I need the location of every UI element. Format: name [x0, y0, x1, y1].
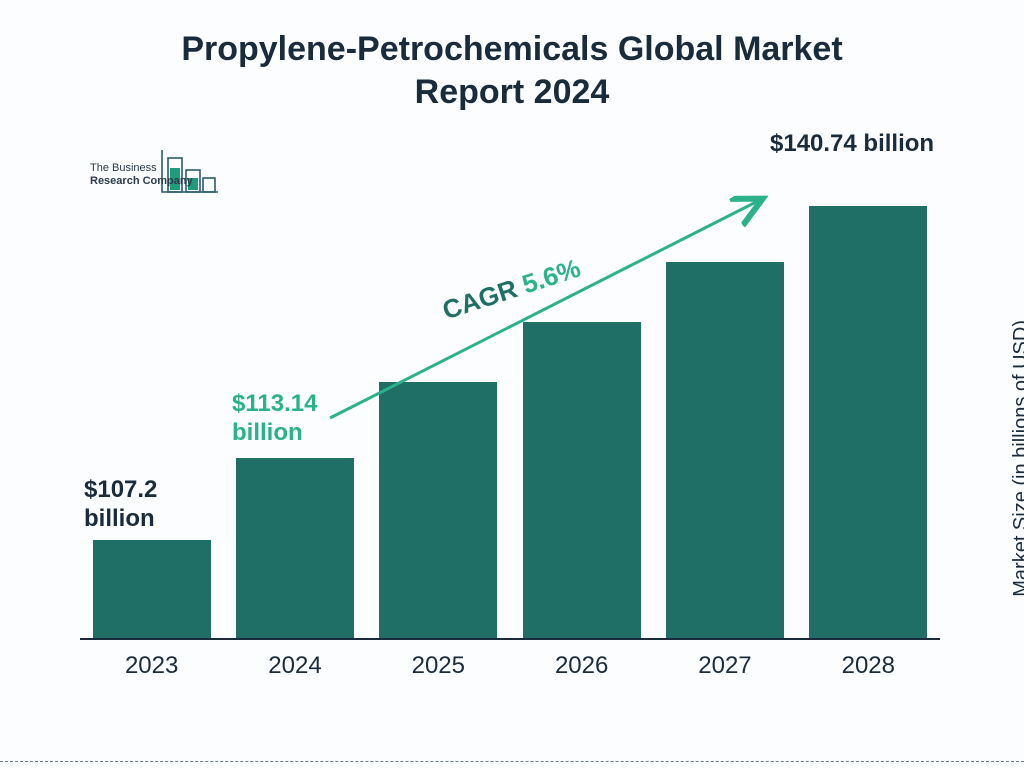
bar-wrap — [92, 540, 212, 638]
title-line-2: Report 2024 — [415, 73, 610, 111]
x-tick-label: 2027 — [665, 652, 785, 680]
bar-wrap — [808, 206, 928, 638]
x-tick-label: 2024 — [235, 652, 355, 680]
y-axis-label: Market Size (in billions of USD) — [1010, 320, 1024, 597]
x-tick-label: 2026 — [522, 652, 642, 680]
x-axis — [80, 638, 940, 640]
bar-wrap — [235, 458, 355, 638]
bars-container — [80, 198, 940, 638]
value-label: $107.2billion — [84, 476, 157, 534]
bar — [93, 540, 211, 638]
x-tick-label: 2023 — [92, 652, 212, 680]
bar — [666, 262, 784, 638]
x-tick-label: 2028 — [808, 652, 928, 680]
bar — [809, 206, 927, 638]
bar — [379, 382, 497, 638]
bar-wrap — [378, 382, 498, 638]
chart-title: Propylene-Petrochemicals Global Market R… — [0, 0, 1024, 113]
bar-wrap — [522, 322, 642, 638]
value-label: $113.14billion — [232, 390, 317, 448]
bar — [236, 458, 354, 638]
bar-wrap — [665, 262, 785, 638]
x-tick-label: 2025 — [378, 652, 498, 680]
bottom-dashed-rule — [0, 761, 1024, 762]
value-label: $140.74 billion — [770, 130, 934, 159]
chart-area: 2023 2024 2025 2026 2027 2028 — [80, 170, 940, 680]
title-line-1: Propylene-Petrochemicals Global Market — [181, 30, 842, 68]
x-labels: 2023 2024 2025 2026 2027 2028 — [80, 652, 940, 680]
bar — [523, 322, 641, 638]
